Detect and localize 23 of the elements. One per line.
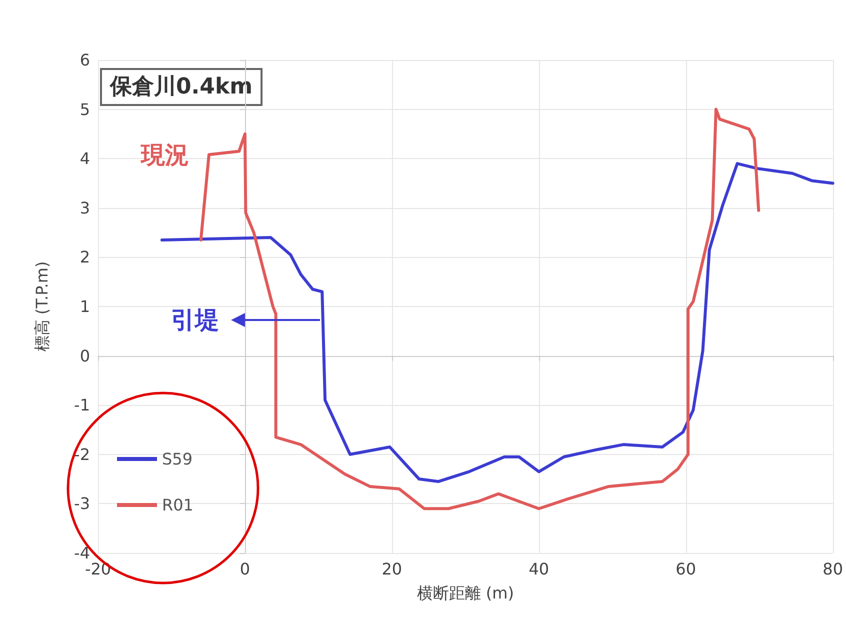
x-tick-label: 60 xyxy=(676,560,696,578)
y-axis-title: 標高 (T.P.m) xyxy=(32,261,52,352)
annotation: 引堤 xyxy=(171,306,219,334)
legend-label: S59 xyxy=(162,450,193,468)
x-tick-label: 80 xyxy=(822,560,843,578)
y-tick-label: -3 xyxy=(74,494,90,514)
x-tick-label: 20 xyxy=(382,560,402,578)
x-axis-title: 横断距離 (m) xyxy=(416,584,514,602)
y-tick-label: 3 xyxy=(80,198,90,218)
y-tick-label: 0 xyxy=(80,346,90,366)
y-tick-label: -4 xyxy=(74,544,90,562)
y-tick-label: 2 xyxy=(80,248,90,267)
y-tick-label: -1 xyxy=(74,396,90,415)
y-tick-label: 4 xyxy=(80,149,90,168)
y-tick-label: 6 xyxy=(80,50,90,70)
x-tick-label: 40 xyxy=(528,560,550,578)
y-tick-label: -2 xyxy=(74,444,90,464)
annotation: 現況 xyxy=(140,141,189,169)
legend-label: R01 xyxy=(162,496,194,514)
x-tick-label: 0 xyxy=(240,560,250,578)
y-tick-label: 5 xyxy=(80,100,90,119)
annotation: 保倉川0.4km xyxy=(109,74,253,100)
y-tick-label: 1 xyxy=(80,297,90,316)
